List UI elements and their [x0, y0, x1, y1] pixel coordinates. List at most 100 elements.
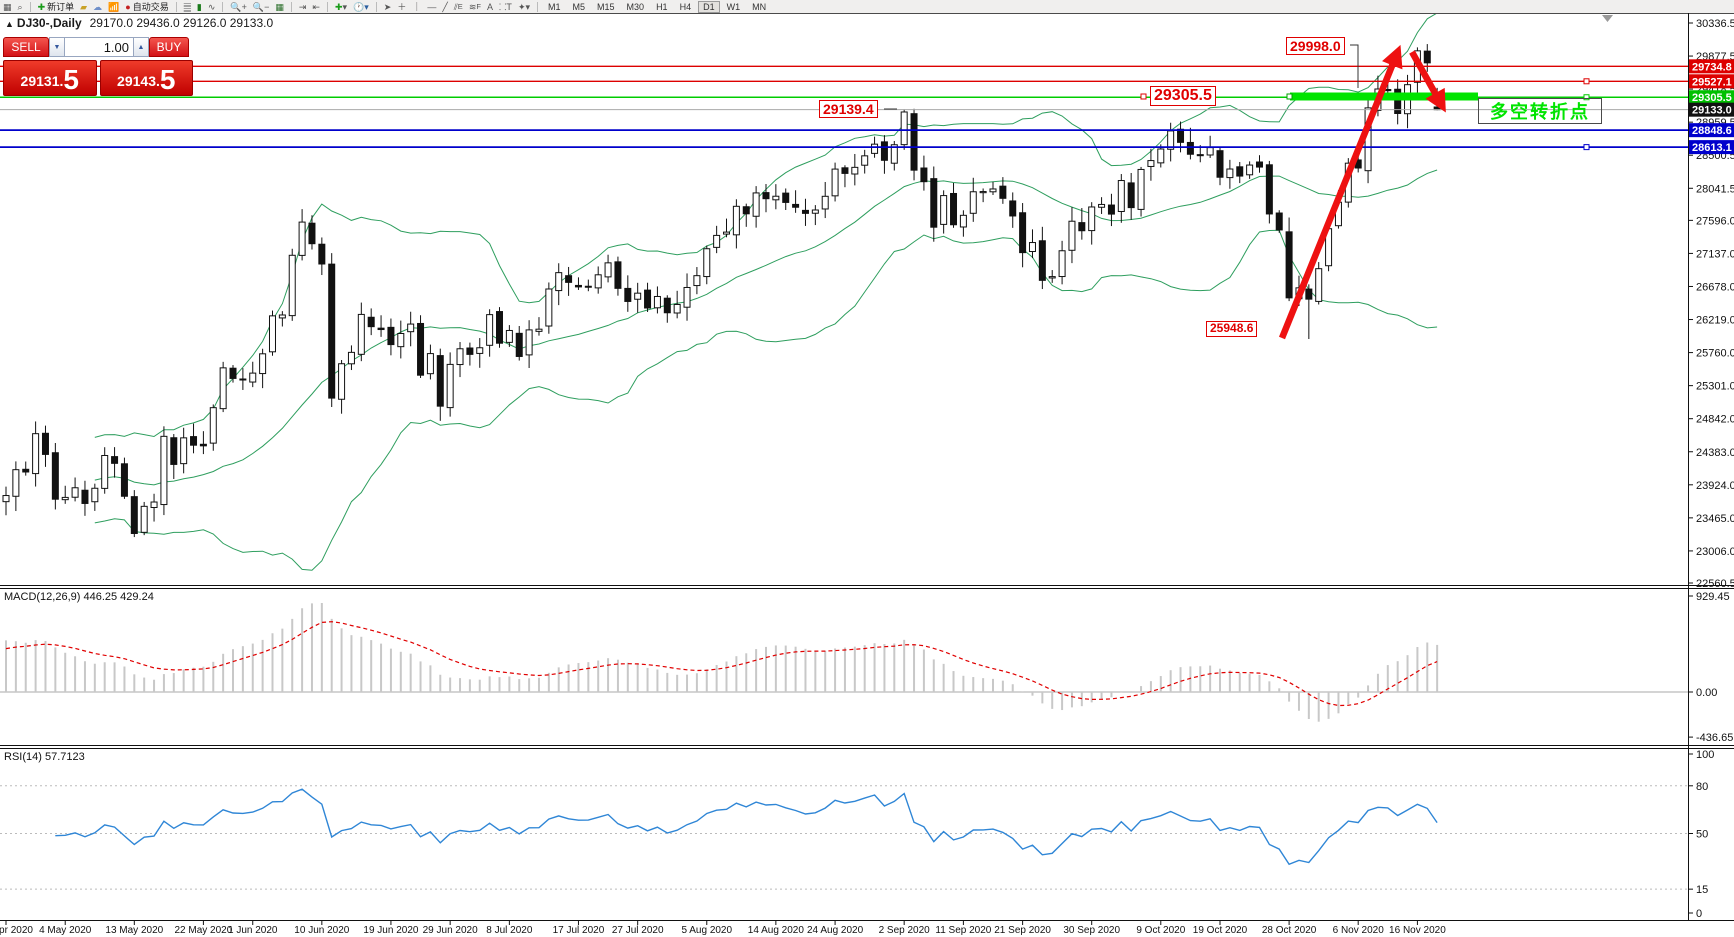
timeframe-button-m15[interactable]: M15: [597, 1, 615, 12]
zoom-in-icon[interactable]: 🔍+: [230, 1, 247, 12]
lot-decrease-button[interactable]: ▼: [49, 37, 65, 57]
timeframe-button-m5[interactable]: M5: [572, 1, 586, 12]
level-lines[interactable]: [0, 65, 1688, 151]
x-axis-label: 5 Aug 2020: [681, 925, 732, 936]
chart-title: ▲ DJ30-,Daily 29170.0 29436.0 29126.0 2913…: [5, 16, 273, 30]
autotrading-button[interactable]: ● 自动交易: [125, 1, 169, 12]
toolbar-separator: [29, 1, 31, 12]
x-axis-label: 16 Nov 2020: [1389, 925, 1446, 936]
indicators-icon[interactable]: ✚ ▾: [334, 1, 348, 12]
market-watch-icon[interactable]: ⌕: [17, 1, 23, 12]
x-axis-label: 19 Jun 2020: [363, 925, 418, 936]
x-axis-label: 4 May 2020: [39, 925, 92, 936]
price-badge-text: 28613.1: [1692, 142, 1732, 154]
new-order-button[interactable]: ✚ 新订单: [37, 1, 75, 12]
trend-arrow-line[interactable]: [1278, 54, 1400, 340]
line-handle[interactable]: [1583, 78, 1590, 85]
price-badge-text: 28848.6: [1692, 125, 1732, 137]
candles-layer: [2, 44, 1441, 538]
bar-chart-icon[interactable]: 𝄛: [183, 1, 191, 12]
charts-icon[interactable]: ▦: [3, 1, 12, 12]
rsi-axis-label: 80: [1696, 781, 1708, 793]
x-axis-label: 8 Jul 2020: [486, 925, 533, 936]
chart-shift-marker[interactable]: [1602, 15, 1613, 22]
toolbar-separator: [375, 1, 377, 12]
auto-scroll-icon[interactable]: ⇥: [298, 1, 307, 12]
fibonacci-icon[interactable]: ≋ F: [468, 1, 481, 12]
timeframe-button-m1[interactable]: M1: [548, 1, 561, 12]
price-badge-text: 29527.1: [1692, 76, 1732, 88]
y-axis-label: 26219.0: [1696, 315, 1734, 327]
timeframe-button-h1[interactable]: H1: [656, 1, 668, 12]
rsi-axis-label: 15: [1696, 884, 1708, 896]
sell-button[interactable]: SELL: [3, 37, 49, 57]
toolbar-separator: [537, 1, 538, 12]
text-annotation[interactable]: 多空转折点: [1478, 98, 1602, 124]
price-callout[interactable]: 25948.6: [1206, 321, 1258, 337]
mql-community-icon[interactable]: ☁: [93, 1, 103, 12]
collapse-panel-icon[interactable]: ▲: [5, 19, 14, 29]
support-highlight-bar[interactable]: [1290, 92, 1478, 101]
line-handle[interactable]: [1583, 144, 1590, 151]
sell-price-pip: 5: [63, 64, 79, 95]
horizontal-line-icon[interactable]: —: [427, 1, 437, 12]
toolbar-separator: [222, 1, 224, 12]
trendline-icon[interactable]: ╱: [442, 1, 448, 12]
vertical-line-icon[interactable]: ｜: [412, 1, 422, 12]
signal-icon[interactable]: 📶: [108, 1, 120, 12]
autotrading-label: 自动交易: [132, 1, 169, 12]
x-axis-label: 11 Sep 2020: [935, 925, 991, 936]
gold-icon[interactable]: ▰: [80, 1, 88, 12]
lot-size-input[interactable]: [65, 37, 133, 57]
trend-arrow-head: [1425, 87, 1446, 113]
channel-icon[interactable]: ⫽ E: [453, 1, 463, 12]
timeframe-button-h4[interactable]: H4: [679, 1, 692, 12]
x-axis-label: 29 Jun 2020: [423, 925, 478, 936]
y-axis-label: 24383.0: [1696, 447, 1734, 459]
timeframe-button-m30[interactable]: M30: [626, 1, 645, 12]
toolbar-separator: [175, 1, 177, 12]
x-axis-label: 27 Jul 2020: [612, 925, 664, 936]
rsi-axis-label: 50: [1696, 829, 1708, 841]
tile-windows-icon[interactable]: ▦: [275, 1, 284, 12]
trend-arrows[interactable]: [1278, 44, 1446, 340]
chart-shift-icon[interactable]: ⇤: [312, 1, 320, 12]
macd-label: MACD(12,26,9) 446.25 429.24: [4, 591, 154, 603]
periods-icon[interactable]: 🕐▾: [353, 1, 369, 12]
label-icon[interactable]: ⸬T: [498, 1, 512, 12]
text-icon[interactable]: A: [486, 1, 493, 12]
label-anchor[interactable]: [1140, 93, 1147, 100]
buy-price-button[interactable]: 29143. 5: [99, 60, 193, 96]
timeframe-button-w1[interactable]: W1: [726, 1, 741, 12]
line-handle[interactable]: [1286, 93, 1293, 100]
cursor-icon[interactable]: ➤: [383, 1, 392, 12]
sell-price-button[interactable]: 29131. 5: [3, 60, 97, 96]
timeframe-button-d1[interactable]: D1: [698, 0, 720, 13]
price-callout[interactable]: 29139.4: [819, 100, 878, 119]
zoom-out-icon[interactable]: 🔍−: [252, 1, 270, 12]
rsi-axis-label: 0: [1696, 908, 1702, 920]
x-axis-label: 13 May 2020: [105, 925, 163, 936]
y-axis-label: 23006.0: [1696, 546, 1734, 558]
y-axis-label: 23924.0: [1696, 480, 1734, 492]
price-badge: [1689, 59, 1734, 74]
crosshair-icon[interactable]: ＋: [397, 1, 407, 12]
toolbar-separator: [326, 1, 328, 12]
callout-leaders: [884, 44, 1359, 110]
timeframe-button-mn[interactable]: MN: [752, 1, 767, 12]
x-axis-label: 6 Nov 2020: [1333, 925, 1385, 936]
buy-button[interactable]: BUY: [149, 37, 189, 57]
candle-chart-icon[interactable]: ▮: [196, 1, 202, 12]
lot-increase-button[interactable]: ▲: [133, 37, 149, 57]
line-handle[interactable]: [1583, 94, 1590, 101]
buy-price-dot: .: [155, 73, 160, 89]
shapes-icon[interactable]: ✦▾: [517, 1, 530, 12]
macd-axis-label: -436.65: [1696, 732, 1733, 744]
price-callout[interactable]: 29305.5: [1150, 86, 1216, 107]
line-chart-icon[interactable]: ∿: [207, 1, 216, 12]
price-callout[interactable]: 29998.0: [1286, 37, 1345, 56]
trend-arrow-head: [1382, 44, 1403, 70]
price-badge: [1689, 74, 1734, 89]
price-badge: [1689, 123, 1734, 138]
